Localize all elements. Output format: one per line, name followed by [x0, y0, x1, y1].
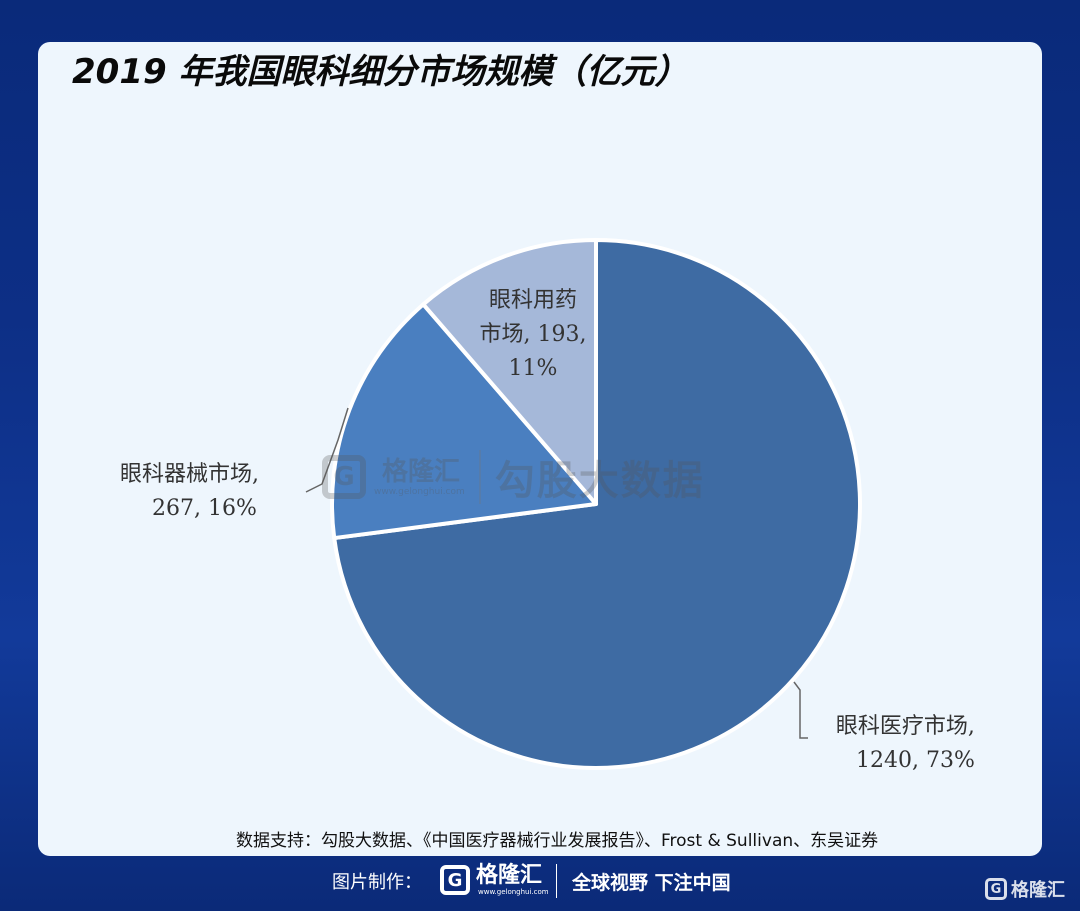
corner-watermark: G 格隆汇 [985, 876, 1065, 902]
footer-label: 图片制作： [332, 872, 422, 893]
slice-label-drug-line2: 市场, 193, [479, 322, 587, 347]
slice-label-drug-line3: 11% [508, 356, 558, 381]
slice-label-device: 眼科器械市场, 267, 16% [120, 458, 259, 526]
slice-label-device-line1: 眼科器械市场, [120, 462, 259, 487]
pie-slice-drug [421, 238, 598, 506]
corner-logo-icon: G [985, 878, 1007, 900]
leader-line-medical [793, 681, 808, 739]
footer-brand: 格隆汇 [476, 863, 543, 888]
chart-title: 2019 年我国眼科细分市场规模（亿元） [72, 52, 689, 92]
footer-bar: 图片制作： G 格隆汇 www.gelonghui.com 全球视野 下注中国 [0, 862, 1080, 902]
slice-label-device-line2: 267, 16% [152, 496, 257, 521]
footer-divider [556, 864, 557, 898]
data-source-note: 数据支持：勾股大数据、《中国医疗器械行业发展报告》、Frost & Sulliv… [236, 831, 879, 851]
corner-brand: 格隆汇 [1011, 880, 1065, 901]
footer-logo-icon: G [440, 865, 470, 895]
slice-label-medical: 眼科医疗市场, 1240, 73% [826, 710, 975, 778]
slice-label-drug-line1: 眼科用药 [488, 288, 577, 313]
footer-url: www.gelonghui.com [478, 888, 549, 896]
slice-label-medical-line2: 1240, 73% [856, 748, 975, 773]
footer-slogan: 全球视野 下注中国 [572, 872, 731, 894]
slice-label-medical-line1: 眼科医疗市场, [835, 714, 975, 739]
pie-slice-device [330, 302, 598, 541]
leader-line-device [305, 407, 349, 493]
slice-label-drug: 眼科用药 市场, 193, 11% [474, 284, 592, 386]
